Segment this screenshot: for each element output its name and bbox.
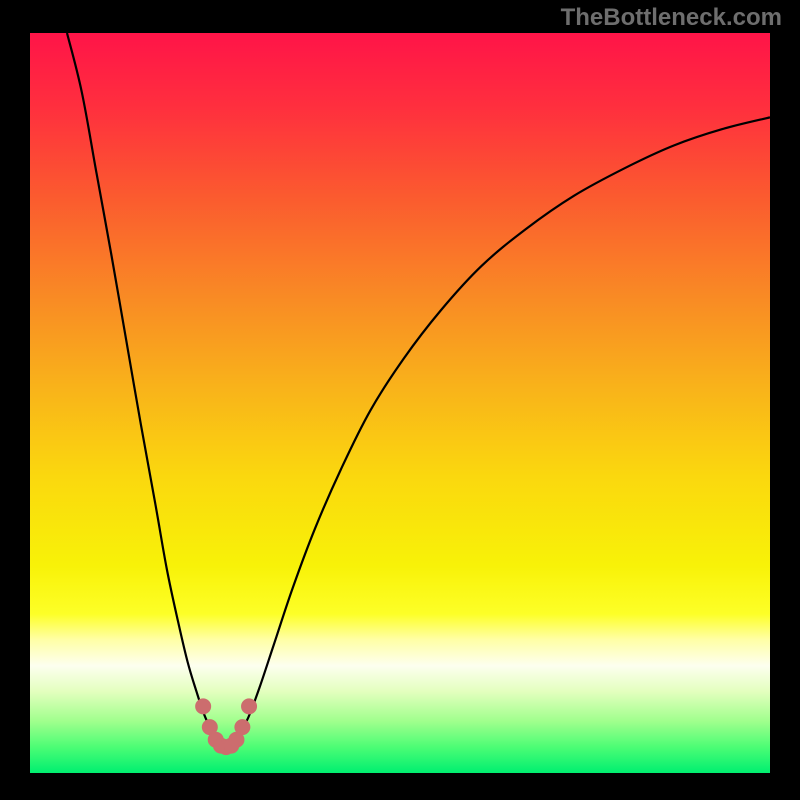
valley-marker xyxy=(242,699,257,714)
watermark-text: TheBottleneck.com xyxy=(561,4,782,32)
curve-left-branch xyxy=(67,33,226,747)
curves-layer xyxy=(30,33,770,773)
valley-marker xyxy=(196,699,211,714)
chart-container: { "image_dimensions": { "width": 800, "h… xyxy=(0,0,800,800)
plot-area xyxy=(30,33,770,773)
valley-marker xyxy=(235,720,250,735)
curve-right-branch xyxy=(226,117,770,747)
